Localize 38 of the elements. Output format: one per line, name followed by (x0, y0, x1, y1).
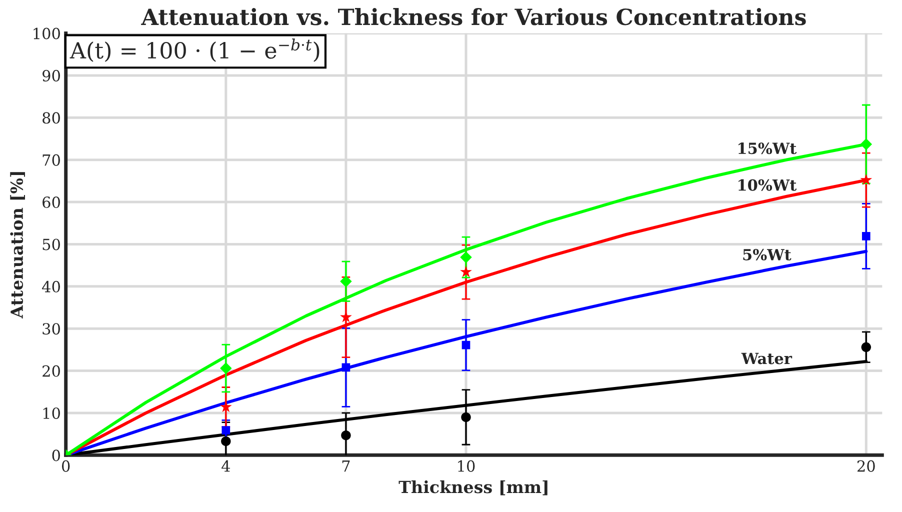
point (341, 430, 351, 440)
point (220, 362, 232, 374)
x-tick-label: 20 (857, 460, 875, 472)
x-tick-label: 4 (222, 460, 230, 472)
y-tick-label: 60 (42, 196, 60, 208)
x-axis-title: Thickness [mm] (398, 480, 548, 496)
point (221, 436, 231, 446)
point (342, 363, 350, 372)
y-tick-label: 100 (34, 28, 60, 40)
x-tick-label: 10 (458, 460, 475, 472)
point (461, 412, 471, 422)
y-tick-label: 30 (42, 323, 60, 335)
y-tick-label: 70 (42, 154, 60, 166)
point (862, 232, 870, 240)
point (460, 251, 472, 264)
series-label: 15%Wt (738, 142, 797, 154)
annotation: A(t) = 100 · (1 − e$^{−b·t}$) (70, 38, 320, 62)
point (460, 266, 472, 278)
y-tick-label: 80 (42, 112, 60, 124)
series-label: Water (741, 352, 792, 364)
y-tick-label: 10 (43, 407, 60, 419)
y-axis-title: Attenuation [%] (10, 172, 25, 319)
point (462, 340, 470, 350)
point (860, 138, 872, 150)
chart-title: Attenuation vs. Thickness for Various Concentrations (141, 8, 806, 26)
point (340, 275, 352, 288)
x-tick-label: 7 (342, 460, 350, 472)
y-tick-label: 20 (42, 365, 60, 377)
series-label: 5%Wt (743, 248, 792, 260)
series-label: 10%Wt (738, 179, 797, 191)
y-tick-label: 0 (52, 450, 60, 462)
y-tick-label: 90 (42, 70, 60, 82)
point (222, 426, 230, 434)
y-tick-label: 50 (42, 238, 60, 250)
y-tick-label: 40 (42, 280, 60, 292)
point (861, 342, 872, 352)
x-tick-label: 0 (62, 460, 70, 472)
point (860, 174, 872, 186)
